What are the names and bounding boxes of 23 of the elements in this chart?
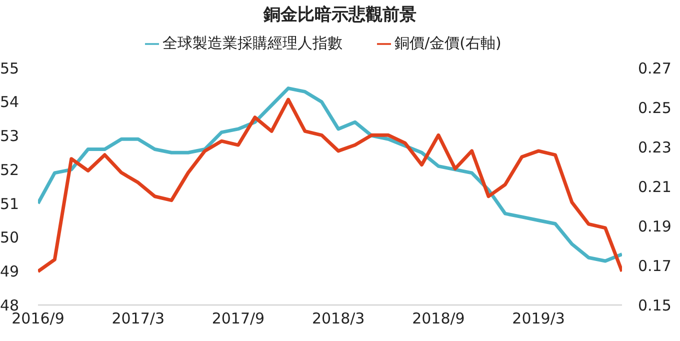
y2-tick-label: 0.27 [638,59,672,78]
chart-title: 銅金比暗示悲觀前景 [262,4,418,27]
y2-tick-label: 0.25 [638,98,672,117]
y2-tick-label: 0.23 [638,138,672,156]
x-tick-label: 2018/9 [412,310,465,328]
y2-tick-label: 0.21 [638,178,672,196]
y-tick-label: 52 [0,160,20,179]
x-tick-label: 2019/3 [512,310,565,328]
y-tick-label: 55 [0,59,20,78]
x-tick-label: 2017/9 [212,310,265,328]
y-tick-label: 54 [0,93,20,112]
legend-label: 銅價/金價(右軸) [394,34,502,52]
x-tick-label: 2018/3 [312,310,365,328]
y-tick-label: 51 [0,194,20,213]
legend-label: 全球製造業採購經理人指數 [162,34,343,52]
y-tick-label: 50 [0,228,20,247]
y2-tick-label: 0.17 [638,256,672,275]
y-tick-label: 53 [0,127,20,146]
x-tick-label: 2016/9 [12,310,64,328]
y-tick-label: 49 [0,262,20,280]
x-tick-label: 2017/3 [112,310,165,328]
y2-tick-label: 0.19 [638,217,672,236]
y2-tick-label: 0.15 [638,296,672,314]
